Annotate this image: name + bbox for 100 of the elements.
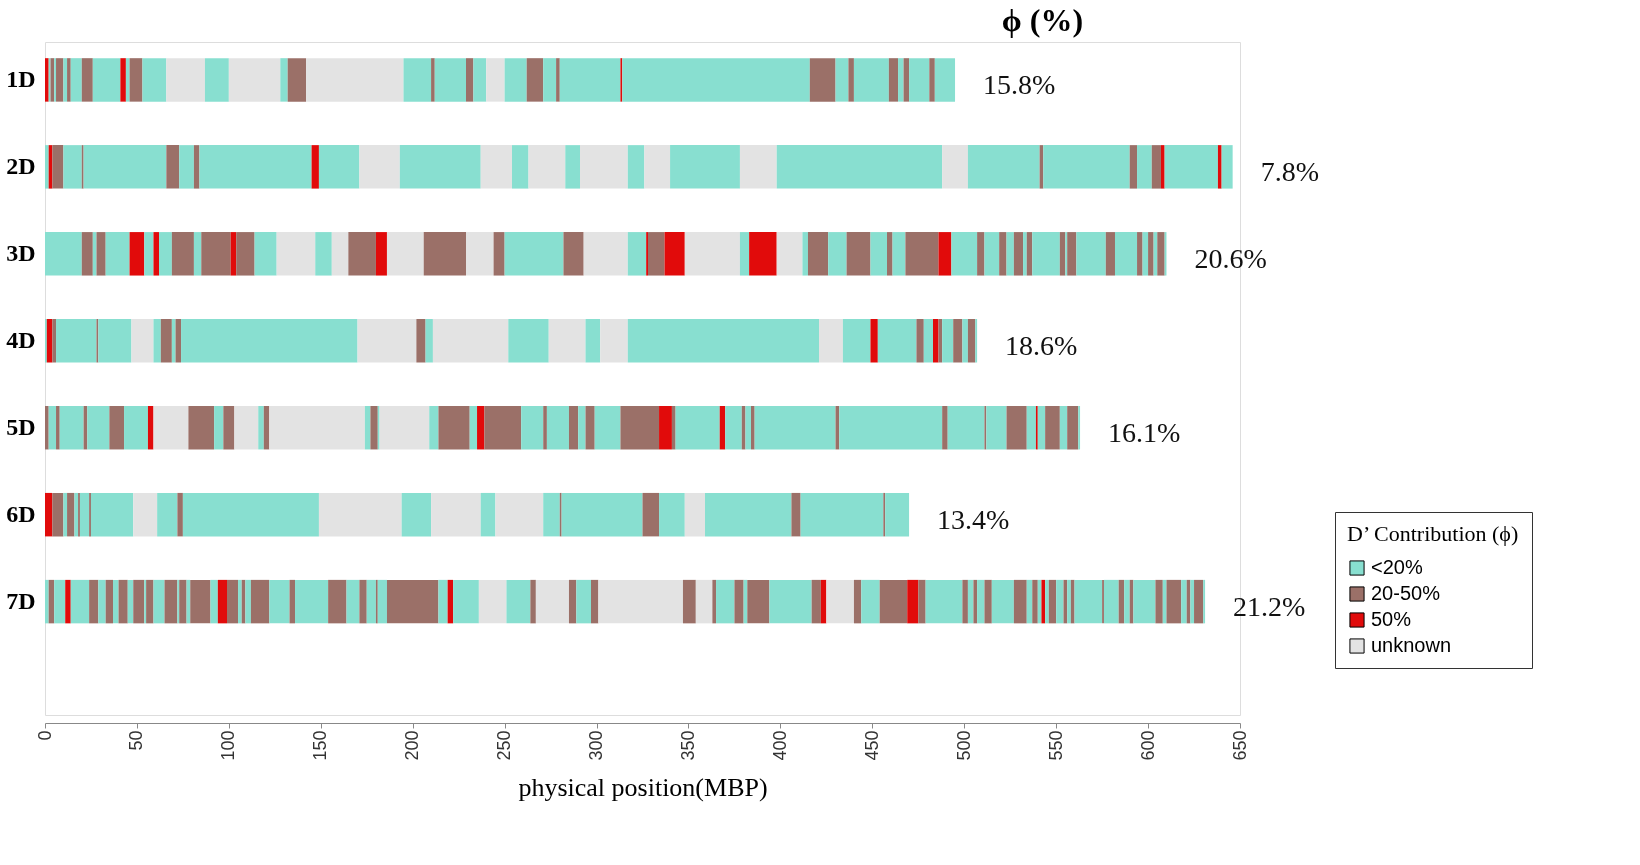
bar: [508, 319, 549, 363]
bar: [1133, 579, 1156, 624]
bar: [1048, 579, 1057, 624]
bar: [1056, 579, 1064, 624]
bar: [401, 492, 432, 537]
bar: [1026, 579, 1033, 624]
bar: [951, 232, 978, 276]
bar: [953, 319, 963, 363]
bar: [63, 145, 82, 189]
x-tick-label: 350: [677, 730, 698, 761]
legend-label: unknown: [1371, 634, 1452, 656]
x-tick-label: 50: [126, 730, 147, 751]
bar: [642, 492, 660, 537]
bar: [45, 579, 49, 624]
bar: [977, 232, 985, 276]
annotation: 15.8%: [983, 68, 1056, 100]
bar: [434, 58, 467, 102]
y-tick-label: 1D: [6, 65, 36, 92]
bar: [1190, 579, 1195, 624]
bar: [98, 319, 132, 363]
x-tick-label: 550: [1045, 730, 1066, 761]
bar: [739, 232, 750, 276]
bar: [791, 492, 801, 537]
bar: [1221, 145, 1233, 189]
annotation: 21.2%: [1233, 590, 1306, 622]
bar: [991, 579, 1014, 624]
legend-label: 20-50%: [1371, 582, 1441, 604]
x-tick-label: 650: [1229, 730, 1250, 761]
bar: [157, 492, 178, 537]
y-tick-label: 3D: [6, 239, 36, 266]
bar: [70, 58, 82, 102]
bar: [416, 319, 426, 363]
bar: [1045, 579, 1049, 624]
bar: [776, 145, 943, 189]
bar: [1164, 145, 1218, 189]
bar: [52, 145, 64, 189]
bar: [438, 579, 448, 624]
bar: [1103, 579, 1119, 624]
x-tick-label: 0: [34, 730, 55, 741]
x-axis-title: physical position(MBP): [518, 772, 768, 802]
bar: [835, 58, 849, 102]
text: 7.8%: [1260, 155, 1319, 187]
bar: [480, 492, 496, 537]
bar: [1148, 232, 1154, 276]
bar: [877, 319, 917, 363]
bar: [484, 405, 522, 450]
bar: [1155, 579, 1163, 624]
bar: [1142, 232, 1149, 276]
y-tick-label: 5D: [6, 413, 36, 440]
bar: [199, 145, 312, 189]
bar: [861, 579, 880, 624]
bar: [1151, 145, 1161, 189]
bar: [986, 405, 1007, 450]
bar: [425, 319, 433, 363]
bar: [967, 579, 974, 624]
bar: [469, 405, 478, 450]
bar: [48, 579, 55, 624]
bar: [171, 319, 176, 363]
bar: [828, 232, 847, 276]
legend-title: D’ Contribution (ϕ): [1347, 521, 1519, 546]
chart-title: ϕ (%): [1001, 2, 1084, 38]
bar: [92, 58, 121, 102]
bar: [214, 405, 224, 450]
bar: [52, 492, 64, 537]
bar: [1181, 579, 1187, 624]
bar: [87, 405, 110, 450]
bar: [504, 58, 527, 102]
bar: [1166, 579, 1182, 624]
bar: [1032, 579, 1038, 624]
bar: [59, 405, 84, 450]
annotation: 20.6%: [1194, 242, 1267, 274]
bar: [800, 492, 884, 537]
x-tick-label: 250: [494, 730, 515, 761]
bar: [879, 579, 908, 624]
bar: [318, 145, 360, 189]
bar: [56, 405, 60, 450]
bar: [984, 579, 992, 624]
bar: [561, 492, 643, 537]
bar: [45, 145, 49, 189]
x-tick-label: 450: [861, 730, 882, 761]
bar: [973, 579, 978, 624]
bar: [898, 58, 904, 102]
bar: [504, 232, 564, 276]
bar: [705, 492, 792, 537]
y-tick-label: 4D: [6, 326, 36, 353]
bar: [984, 232, 1000, 276]
y-tick-label: 2D: [6, 152, 36, 179]
bar: [328, 579, 347, 624]
bar: [83, 145, 167, 189]
bar: [153, 579, 165, 624]
bar: [276, 232, 316, 276]
bar: [1059, 232, 1066, 276]
bar: [1041, 579, 1046, 624]
bar: [962, 579, 968, 624]
bar: [1032, 232, 1060, 276]
bar: [125, 58, 130, 102]
bar: [563, 232, 584, 276]
bar: [1074, 579, 1103, 624]
legend-label: <20%: [1371, 556, 1423, 578]
annotation: 13.4%: [937, 503, 1010, 535]
